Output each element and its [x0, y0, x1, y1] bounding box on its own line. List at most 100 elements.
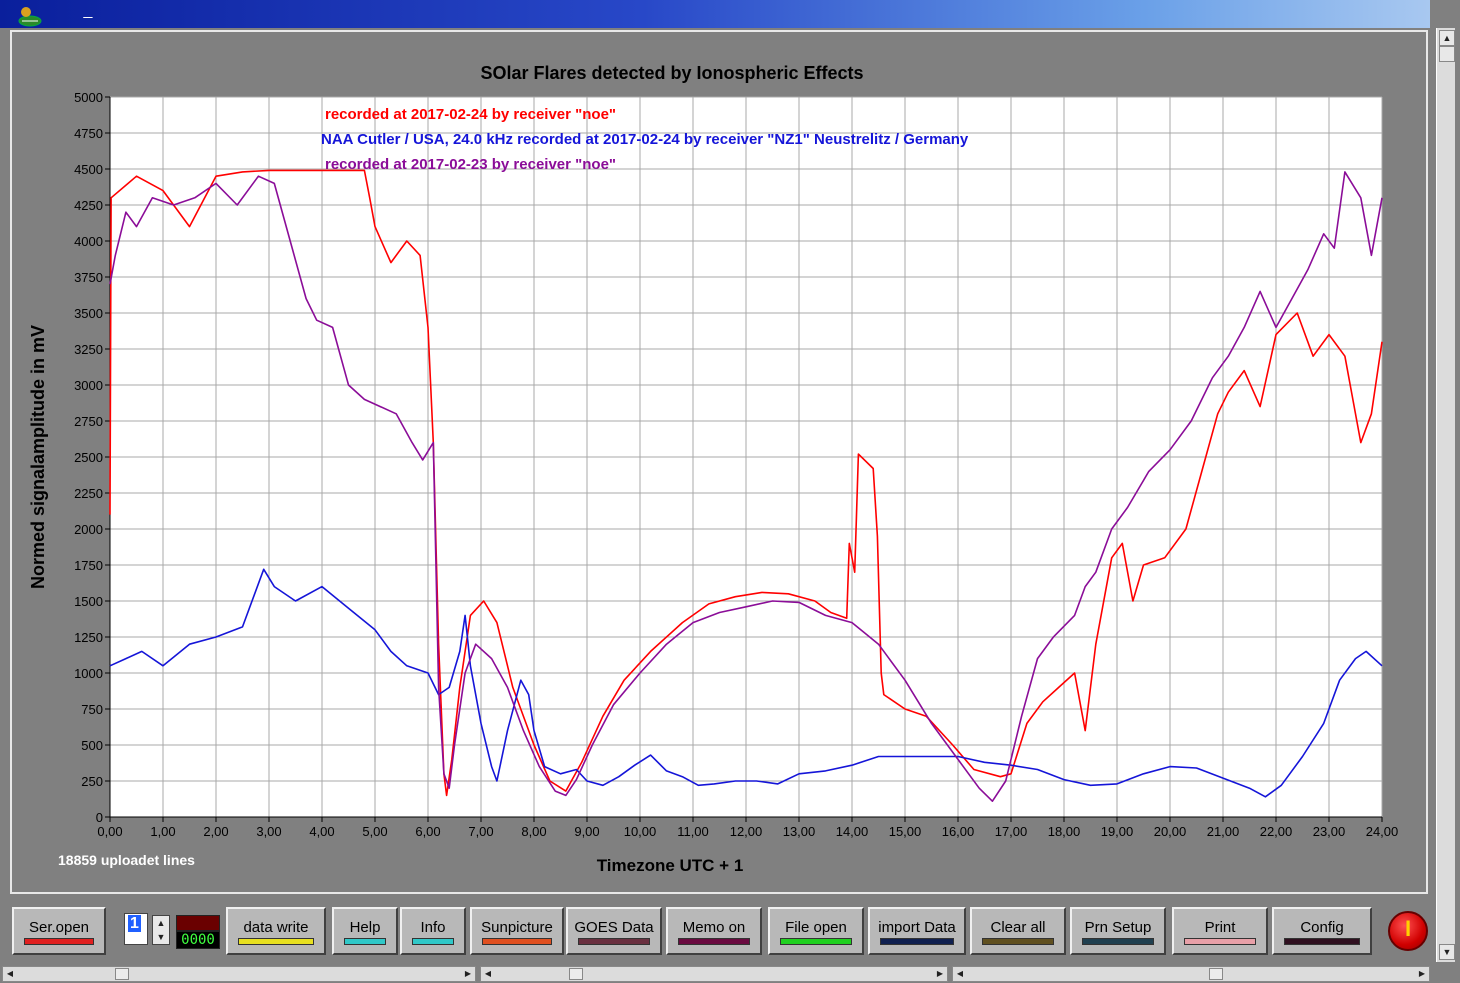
scroll-thumb-3[interactable] [1209, 968, 1223, 980]
spin-up-icon[interactable]: ▲ [156, 918, 166, 928]
series-line-1 [109, 169, 1383, 797]
import-data-indicator [880, 938, 954, 945]
port-spinner[interactable]: ▲ ▼ [152, 915, 170, 945]
y-tick-label: 3250 [74, 342, 103, 357]
memo-on-button[interactable]: Memo on [666, 907, 762, 955]
horizontal-scrollbar-1[interactable]: ◀ ▶ [2, 966, 476, 982]
x-tick-label: 12,00 [730, 824, 763, 839]
y-tick-label: 1750 [74, 558, 103, 573]
legend-series-3: recorded at 2017-02-23 by receiver "noe" [325, 156, 616, 173]
clear-all-button[interactable]: Clear all [970, 907, 1066, 955]
prn-setup-label: Prn Setup [1084, 919, 1152, 936]
port-number-field[interactable]: 1 [124, 913, 148, 945]
line-counter: 0000 [176, 931, 220, 949]
scroll-left-icon[interactable]: ◀ [484, 969, 492, 978]
scroll-thumb-2[interactable] [569, 968, 583, 980]
y-tick-label: 4000 [74, 234, 103, 249]
y-tick-label: 500 [81, 738, 103, 753]
config-indicator [1284, 938, 1360, 945]
scroll-thumb-1[interactable] [115, 968, 129, 980]
config-button[interactable]: Config [1272, 907, 1372, 955]
uploaded-lines-count: 18859 uploadet lines [58, 852, 195, 868]
goes-data-label: GOES Data [574, 919, 654, 936]
vertical-scrollbar[interactable]: ▲ ▼ [1436, 28, 1455, 962]
y-tick-label: 3500 [74, 306, 103, 321]
x-tick-label: 13,00 [783, 824, 816, 839]
y-tick-label: 1500 [74, 594, 103, 609]
x-tick-label: 10,00 [624, 824, 657, 839]
x-axis-label: Timezone UTC + 1 [597, 856, 744, 875]
sunpicture-label: Sunpicture [481, 919, 553, 936]
memo-on-label: Memo on [682, 919, 746, 936]
file-open-button[interactable]: File open [768, 907, 864, 955]
info-indicator [412, 938, 454, 945]
x-tick-label: 21,00 [1207, 824, 1240, 839]
minimize-button[interactable]: _ [83, 2, 93, 19]
toolbar: Ser.open 1 ▲ ▼ 0000 data write Help Info… [8, 903, 1428, 959]
config-label: Config [1300, 919, 1344, 936]
scroll-thumb[interactable] [1439, 46, 1455, 62]
info-button[interactable]: Info [400, 907, 466, 955]
print-indicator [1184, 938, 1256, 945]
data-write-button[interactable]: data write [226, 907, 326, 955]
grid [109, 96, 1383, 818]
x-tick-label: 0,00 [97, 824, 122, 839]
data-write-indicator [238, 938, 314, 945]
y-tick-label: 2500 [74, 450, 103, 465]
scroll-down-icon[interactable]: ▼ [1439, 944, 1455, 960]
x-tick-label: 23,00 [1313, 824, 1346, 839]
y-tick-label: 4250 [74, 198, 103, 213]
scroll-right-icon[interactable]: ▶ [1418, 969, 1426, 978]
x-tick-label: 1,00 [150, 824, 175, 839]
y-tick-label: 2750 [74, 414, 103, 429]
scroll-left-icon[interactable]: ◀ [6, 969, 14, 978]
clear-all-label: Clear all [990, 919, 1046, 936]
scroll-up-icon[interactable]: ▲ [1439, 30, 1455, 46]
series-layer [109, 169, 1383, 803]
help-label: Help [349, 919, 381, 936]
y-tick-label: 3000 [74, 378, 103, 393]
print-button[interactable]: Print [1172, 907, 1268, 955]
y-tick-label: 0 [96, 810, 103, 825]
horizontal-scrollbar-2[interactable]: ◀ ▶ [480, 966, 948, 982]
x-tick-label: 14,00 [836, 824, 869, 839]
goes-data-indicator [578, 938, 650, 945]
sunpicture-indicator [482, 938, 552, 945]
scroll-right-icon[interactable]: ▶ [464, 969, 472, 978]
x-tick-label: 22,00 [1260, 824, 1293, 839]
spin-down-icon[interactable]: ▼ [156, 932, 166, 942]
goes-data-button[interactable]: GOES Data [566, 907, 662, 955]
x-tick-label: 24,00 [1366, 824, 1399, 839]
x-tick-label: 20,00 [1154, 824, 1187, 839]
y-tick-label: 2000 [74, 522, 103, 537]
legend-series-1: recorded at 2017-02-24 by receiver "noe" [325, 106, 616, 123]
data-write-label: data write [243, 919, 309, 936]
y-tick-label: 750 [81, 702, 103, 717]
stop-button[interactable]: I [1388, 911, 1428, 951]
x-tick-label: 2,00 [203, 824, 228, 839]
x-tick-label: 15,00 [889, 824, 922, 839]
file-open-label: File open [785, 919, 847, 936]
scroll-right-icon[interactable]: ▶ [936, 969, 944, 978]
x-tick-label: 9,00 [574, 824, 599, 839]
help-button[interactable]: Help [332, 907, 398, 955]
prn-setup-button[interactable]: Prn Setup [1070, 907, 1166, 955]
x-tick-label: 6,00 [415, 824, 440, 839]
x-tick-label: 3,00 [256, 824, 281, 839]
y-tick-label: 4500 [74, 162, 103, 177]
x-tick-label: 4,00 [309, 824, 334, 839]
clear-all-indicator [982, 938, 1054, 945]
axes: 0,00 1,00 2,00 3,00 4,00 5,00 6,00 7,00 8,00 9,00… [74, 90, 1398, 839]
ser-open-indicator [24, 938, 94, 945]
scroll-left-icon[interactable]: ◀ [956, 969, 964, 978]
chart: 0,00 1,00 2,00 3,00 4,00 5,00 6,00 7,00 8,00 9,00… [28, 63, 1398, 875]
y-tick-label: 5000 [74, 90, 103, 105]
horizontal-scrollbar-3[interactable]: ◀ ▶ [952, 966, 1430, 982]
ser-open-button[interactable]: Ser.open [12, 907, 106, 955]
series-line-3 [109, 171, 1383, 803]
import-data-button[interactable]: import Data [868, 907, 966, 955]
print-label: Print [1204, 919, 1236, 936]
y-axis-label: Normed signalamplitude in mV [28, 325, 48, 589]
sunpicture-button[interactable]: Sunpicture [470, 907, 564, 955]
prn-setup-indicator [1082, 938, 1154, 945]
